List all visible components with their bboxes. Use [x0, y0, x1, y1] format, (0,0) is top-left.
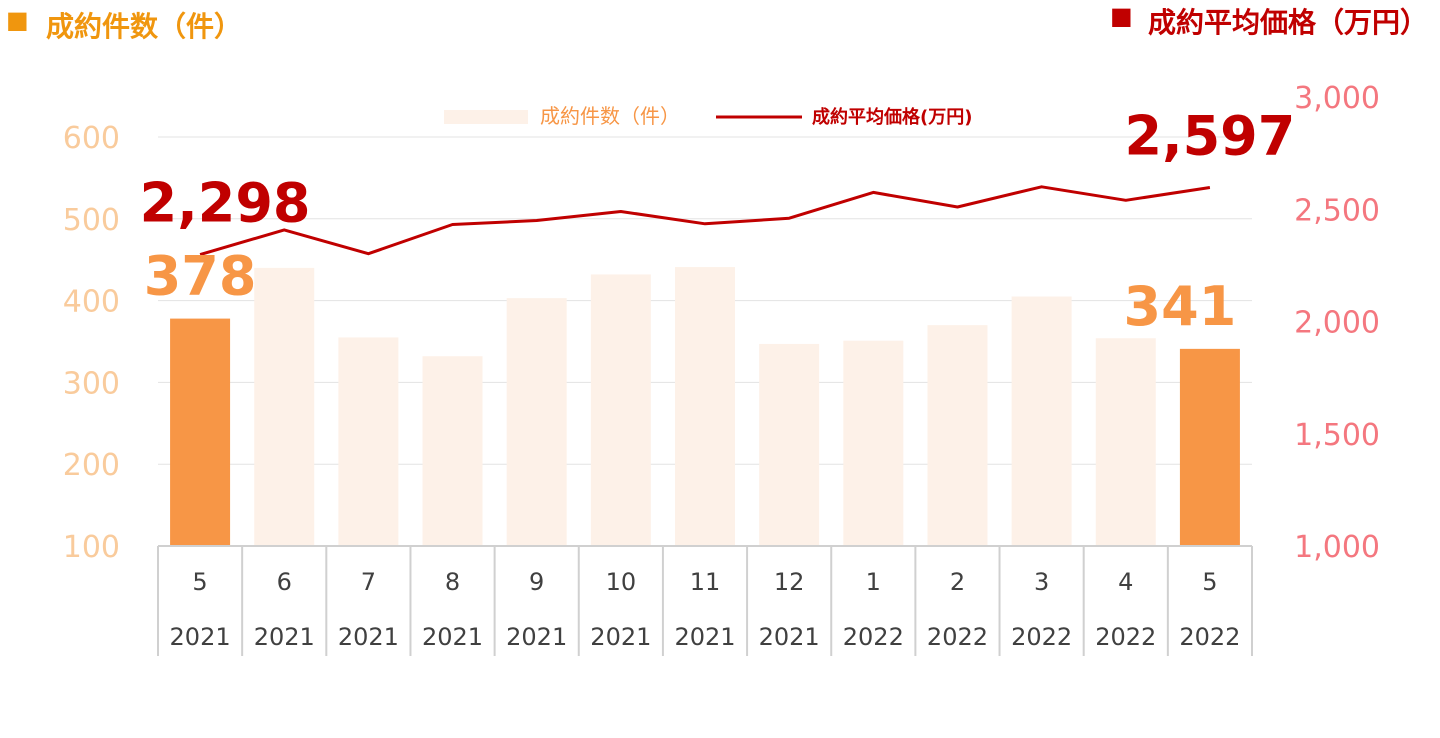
line-series [199, 185, 1211, 257]
left-tick-label: 500 [63, 203, 120, 238]
bar-data-label: 378 [144, 245, 257, 308]
left-tick-label: 200 [63, 448, 120, 483]
legend-line-label: 成約平均価格(万円) [812, 106, 972, 128]
left-axis: 100 200 300 400 500 600 [63, 121, 120, 565]
x-tick-month: 5 [1202, 568, 1217, 596]
x-tick-month: 8 [445, 568, 460, 596]
x-tick-year: 2021 [338, 623, 399, 651]
x-tick-year: 2021 [674, 623, 735, 651]
bar [590, 274, 651, 546]
x-tick-year: 2021 [590, 623, 651, 651]
x-tick-month: 11 [690, 568, 721, 596]
bar [422, 356, 483, 546]
x-axis: 5202162021720218202192021102021112021122… [157, 545, 1253, 656]
bar [338, 337, 399, 546]
x-tick-year: 2021 [254, 623, 315, 651]
bar [675, 267, 735, 546]
x-tick-year: 2022 [1179, 623, 1240, 651]
left-axis-title: 成約件数（件） [46, 10, 243, 43]
left-tick-label: 100 [63, 530, 120, 565]
bar [254, 267, 315, 546]
line-data-label: 2,597 [1125, 104, 1296, 167]
x-tick-month: 2 [950, 568, 965, 596]
x-tick-year: 2021 [422, 623, 483, 651]
x-tick-year: 2021 [170, 623, 231, 651]
right-tick-label: 2,500 [1294, 193, 1380, 228]
line-data-label: 2,298 [140, 172, 311, 235]
bar [843, 340, 904, 546]
left-tick-label: 600 [63, 121, 120, 156]
left-tick-label: 400 [63, 285, 120, 320]
x-tick-month: 5 [192, 568, 207, 596]
legend: 成約件数（件） 成約平均価格(万円) [444, 104, 972, 128]
bar [506, 298, 567, 546]
x-tick-month: 10 [606, 568, 637, 596]
legend-bar-label: 成約件数（件） [540, 104, 680, 128]
x-tick-month: 4 [1118, 568, 1133, 596]
left-tick-label: 300 [63, 366, 120, 401]
x-tick-month: 6 [277, 568, 292, 596]
right-tick-label: 3,000 [1294, 81, 1380, 116]
right-axis: 1,000 1,500 2,000 2,500 3,000 [1294, 81, 1380, 565]
bar [1179, 348, 1240, 546]
right-header-marker: ■ [1110, 2, 1133, 30]
line-path [199, 185, 1211, 257]
right-tick-label: 1,500 [1294, 418, 1380, 453]
right-tick-label: 1,000 [1294, 530, 1380, 565]
left-header-marker: ■ [6, 6, 29, 34]
bar [1095, 338, 1156, 546]
x-tick-year: 2021 [759, 623, 820, 651]
x-tick-month: 3 [1034, 568, 1049, 596]
x-tick-month: 12 [774, 568, 805, 596]
legend-bar-swatch [444, 110, 528, 124]
right-axis-title: 成約平均価格（万円） [1148, 6, 1429, 39]
x-tick-month: 7 [361, 568, 376, 596]
data-labels: 378 341 2,298 2,597 [140, 104, 1296, 337]
bar [927, 325, 988, 546]
x-tick-year: 2022 [843, 623, 904, 651]
bar [170, 318, 231, 546]
right-tick-label: 2,000 [1294, 306, 1380, 341]
bar [1011, 296, 1072, 546]
x-tick-year: 2021 [506, 623, 567, 651]
bar-data-label: 341 [1124, 275, 1237, 338]
bar-series [170, 267, 1240, 546]
x-tick-month: 1 [866, 568, 881, 596]
x-tick-year: 2022 [1011, 623, 1072, 651]
x-tick-month: 9 [529, 568, 544, 596]
x-tick-year: 2022 [927, 623, 988, 651]
bar [759, 343, 820, 546]
x-tick-year: 2022 [1095, 623, 1156, 651]
